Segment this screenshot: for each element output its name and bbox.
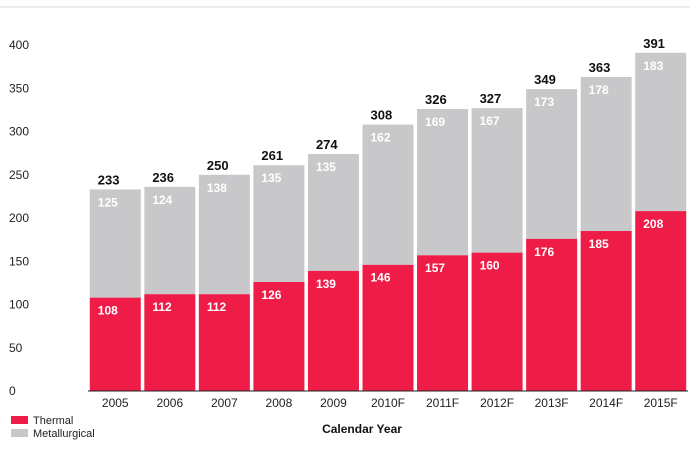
total-value-label: 250 — [207, 158, 229, 173]
y-axis: 0 50 100 150 200 250 300 350 400 — [9, 38, 29, 398]
x-tick-label: 2012F — [480, 396, 514, 410]
y-tick-label: 100 — [9, 298, 29, 312]
total-value-label: 274 — [316, 137, 338, 152]
bar-thermal — [198, 294, 250, 391]
x-tick-label: 2007 — [211, 396, 238, 410]
legend-swatch — [11, 429, 28, 437]
y-tick-label: 350 — [9, 81, 29, 95]
bar-metallurgical — [89, 189, 141, 298]
thermal-value-label: 108 — [98, 304, 118, 318]
bar-metallurgical — [471, 108, 523, 253]
bar-thermal — [526, 238, 578, 391]
bar-stack: 157 169 326 — [417, 92, 469, 391]
y-tick-label: 50 — [9, 341, 23, 355]
bar-thermal — [253, 282, 305, 391]
bar-stack: 208 183 391 — [635, 36, 687, 391]
x-tick-label: 2005 — [102, 396, 129, 410]
x-axis-title: Calendar Year — [322, 422, 402, 436]
x-tick-label: 2008 — [266, 396, 293, 410]
bar-stack: 126 135 261 — [253, 148, 305, 391]
legend-label: Thermal — [33, 415, 73, 427]
metallurgical-value-label: 125 — [98, 195, 118, 209]
total-value-label: 236 — [152, 170, 174, 185]
bar-stack: 112 138 250 — [198, 158, 250, 391]
metallurgical-value-label: 167 — [480, 114, 500, 128]
x-axis: 2005 2006 2007 2008 2009 2010F 2011F 2012F 2013F… — [102, 396, 678, 410]
bar-thermal — [307, 270, 359, 391]
bar-thermal — [635, 211, 687, 391]
metallurgical-value-label: 183 — [643, 59, 663, 73]
y-tick-label: 400 — [9, 38, 29, 52]
x-tick-label: 2013F — [535, 396, 569, 410]
metallurgical-value-label: 162 — [371, 131, 391, 145]
bar-stack: 146 162 308 — [362, 108, 414, 391]
thermal-value-label: 176 — [534, 245, 554, 259]
metallurgical-value-label: 124 — [152, 193, 172, 207]
y-tick-label: 200 — [9, 211, 29, 225]
y-tick-label: 0 — [9, 384, 16, 398]
total-value-label: 391 — [643, 36, 665, 51]
legend-label: Metallurgical — [33, 428, 95, 440]
bar-metallurgical — [253, 165, 305, 283]
thermal-value-label: 146 — [371, 271, 391, 285]
total-value-label: 233 — [98, 172, 120, 187]
bar-metallurgical — [635, 52, 687, 212]
bar-metallurgical — [362, 124, 414, 265]
total-value-label: 261 — [261, 148, 283, 163]
bar-metallurgical — [198, 174, 250, 295]
thermal-value-label: 185 — [589, 237, 609, 251]
y-tick-label: 250 — [9, 168, 29, 182]
x-tick-label: 2014F — [589, 396, 623, 410]
total-value-label: 308 — [371, 108, 393, 123]
thermal-value-label: 112 — [152, 300, 172, 314]
y-tick-label: 150 — [9, 254, 29, 268]
thermal-value-label: 208 — [643, 217, 663, 231]
bar-stack: 160 167 327 — [471, 91, 523, 391]
bar-thermal — [362, 264, 414, 391]
x-tick-label: 2011F — [426, 396, 459, 410]
bar-metallurgical — [526, 89, 578, 239]
x-tick-label: 2009 — [320, 396, 347, 410]
total-value-label: 326 — [425, 92, 447, 107]
metallurgical-value-label: 169 — [425, 115, 445, 129]
bar-thermal — [417, 255, 469, 391]
metallurgical-value-label: 135 — [261, 171, 281, 185]
legend-swatch — [11, 416, 28, 424]
x-tick-label: 2010F — [371, 396, 405, 410]
x-tick-label: 2015F — [644, 396, 678, 410]
x-tick-label: 2006 — [156, 396, 183, 410]
metallurgical-value-label: 178 — [589, 83, 609, 97]
bar-metallurgical — [307, 153, 359, 271]
thermal-value-label: 160 — [480, 259, 500, 273]
bar-metallurgical — [417, 109, 469, 256]
bar-metallurgical — [580, 77, 632, 231]
metallurgical-value-label: 135 — [316, 160, 336, 174]
metallurgical-value-label: 138 — [207, 181, 227, 195]
metallurgical-value-label: 173 — [534, 95, 554, 109]
total-value-label: 327 — [480, 91, 502, 106]
total-value-label: 349 — [534, 72, 556, 87]
bar-stack: 112 124 236 — [144, 170, 196, 391]
y-tick-label: 300 — [9, 125, 29, 139]
bar-stack: 139 135 274 — [307, 137, 359, 391]
bar-thermal — [471, 252, 523, 391]
bar-thermal — [89, 297, 141, 391]
bar-thermal — [144, 294, 196, 391]
bars-group: 1081252331121242361121382501261352611391… — [89, 36, 687, 391]
bar-metallurgical — [144, 186, 196, 295]
thermal-value-label: 157 — [425, 261, 445, 275]
bar-stack: 108 125 233 — [89, 172, 141, 391]
thermal-value-label: 112 — [207, 300, 227, 314]
bar-thermal — [580, 230, 632, 391]
bar-stack: 176 173 349 — [526, 72, 578, 391]
thermal-value-label: 126 — [261, 288, 281, 302]
total-value-label: 363 — [589, 60, 611, 75]
thermal-value-label: 139 — [316, 277, 336, 291]
bar-stack: 185 178 363 — [580, 60, 632, 391]
